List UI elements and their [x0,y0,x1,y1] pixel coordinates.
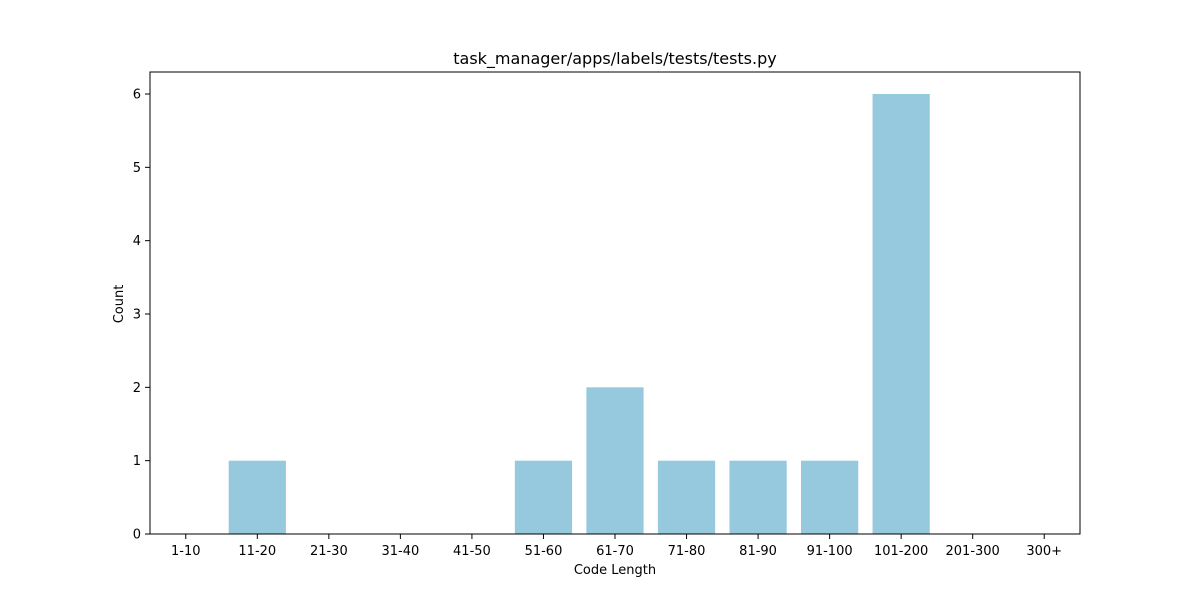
x-tick-label: 41-50 [453,544,491,559]
x-axis-title: Code Length [574,563,656,578]
bar-91-100 [801,460,859,534]
x-tick-label: 81-90 [739,544,777,559]
x-tick-label: 61-70 [596,544,634,559]
x-tick-label: 1-10 [171,544,201,559]
y-tick-label: 6 [133,88,141,103]
y-tick-label: 3 [133,308,141,323]
x-tick-label: 201-300 [946,544,1000,559]
bar-81-90 [729,460,787,534]
x-tick-label: 71-80 [668,544,706,559]
bars-layer [228,94,930,534]
y-tick-label: 1 [133,454,141,469]
x-tick-label: 91-100 [807,544,853,559]
y-tick-label: 5 [133,161,141,176]
x-tick-label: 51-60 [525,544,563,559]
y-axis: 0 1 2 3 4 5 6 [133,88,150,543]
y-tick-label: 2 [133,381,141,396]
bar-61-70 [586,387,644,534]
bar-71-80 [657,460,716,534]
bar-101-200 [872,94,930,534]
chart-title: task_manager/apps/labels/tests/tests.py [453,49,776,69]
y-tick-label: 4 [133,234,141,249]
x-tick-label: 31-40 [381,544,419,559]
x-tick-label: 300+ [1026,544,1062,559]
bar-11-20 [228,460,286,534]
x-axis: 1-10 11-20 21-30 31-40 41-50 51-60 61-70 71-80 8… [171,534,1062,559]
x-tick-label: 101-200 [874,544,928,559]
x-tick-label: 21-30 [310,544,348,559]
x-tick-label: 11-20 [238,544,276,559]
y-axis-title: Count [112,285,127,324]
bar-51-60 [514,460,573,534]
y-tick-label: 0 [133,528,141,543]
